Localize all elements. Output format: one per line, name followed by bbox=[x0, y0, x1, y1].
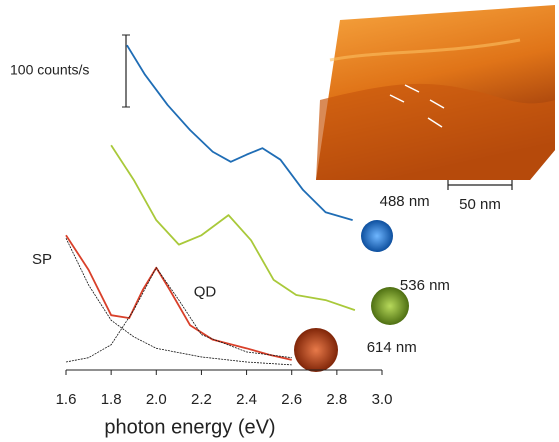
spectrum-line bbox=[65, 234, 292, 361]
series-label: 488 nm bbox=[380, 193, 430, 210]
inset-scale-label: 50 nm bbox=[459, 196, 501, 213]
spectrum-line bbox=[126, 44, 353, 222]
x-tick-label: 2.0 bbox=[146, 391, 167, 408]
x-tick-label: 1.8 bbox=[101, 391, 122, 408]
x-tick-label: 2.2 bbox=[191, 391, 212, 408]
afm-inset: 50 nm bbox=[316, 5, 555, 213]
fit-label: QD bbox=[194, 284, 217, 301]
spectrum-line bbox=[110, 144, 356, 312]
x-tick-label: 3.0 bbox=[372, 391, 393, 408]
nanoparticles bbox=[294, 220, 409, 372]
series-label: 614 nm bbox=[367, 339, 417, 356]
scale-bar-label: 100 counts/s bbox=[10, 62, 89, 78]
x-axis-title: photon energy (eV) bbox=[104, 416, 275, 438]
fit-label: SP bbox=[32, 251, 52, 268]
fit-line bbox=[65, 237, 292, 366]
fit-line bbox=[65, 267, 292, 363]
x-tick-label: 2.8 bbox=[326, 391, 347, 408]
series-label: 536 nm bbox=[400, 277, 450, 294]
x-tick-label: 2.4 bbox=[236, 391, 257, 408]
x-tick-label: 2.6 bbox=[281, 391, 302, 408]
x-tick-label: 1.6 bbox=[56, 391, 77, 408]
